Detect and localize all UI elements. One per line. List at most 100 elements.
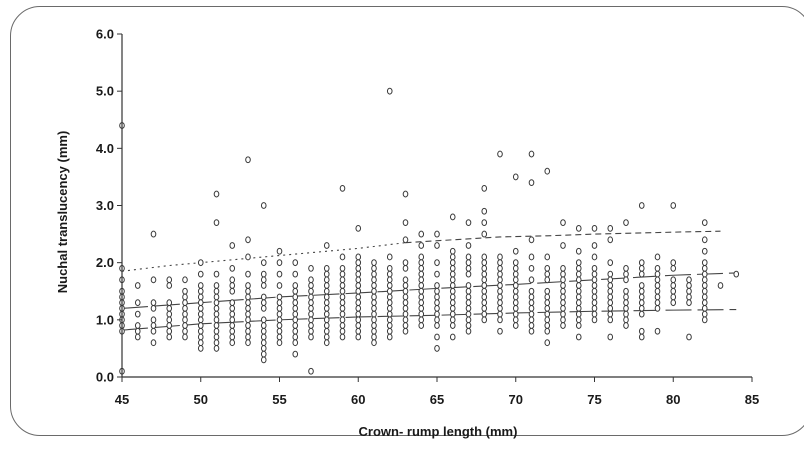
data-point <box>560 264 566 272</box>
data-point <box>497 282 503 289</box>
data-point <box>292 350 299 358</box>
data-point <box>591 224 598 232</box>
data-point <box>686 282 692 289</box>
data-point <box>339 333 346 341</box>
data-point <box>402 322 409 329</box>
data-point <box>260 350 267 358</box>
data-point <box>701 287 708 295</box>
data-point <box>434 345 440 352</box>
data-point <box>607 333 614 341</box>
data-point <box>481 305 488 312</box>
data-point <box>308 305 314 312</box>
data-point <box>465 293 472 301</box>
data-point <box>733 270 740 278</box>
data-point <box>229 333 236 341</box>
data-point <box>308 299 314 307</box>
data-point <box>355 310 362 318</box>
data-point <box>701 270 708 278</box>
data-point <box>670 276 677 284</box>
data-point <box>591 264 598 272</box>
data-point <box>166 333 173 341</box>
data-point <box>481 259 488 267</box>
data-point <box>701 247 708 255</box>
data-point <box>245 322 251 329</box>
data-point <box>575 276 582 284</box>
data-point <box>481 219 488 227</box>
data-point <box>575 287 582 295</box>
data-point <box>292 282 299 289</box>
data-point <box>497 305 503 312</box>
data-point <box>386 276 393 284</box>
data-point <box>292 327 299 335</box>
data-point <box>150 276 157 284</box>
x-axis-title: Crown- rump length (mm) <box>359 424 518 439</box>
data-point <box>323 322 330 329</box>
data-point <box>654 264 661 272</box>
data-point <box>465 316 472 324</box>
data-point <box>260 327 267 335</box>
data-point <box>292 310 299 318</box>
data-point <box>512 264 519 272</box>
data-point <box>245 282 251 289</box>
data-point <box>371 293 377 301</box>
data-point <box>339 276 346 284</box>
data-point <box>308 264 314 272</box>
data-point <box>197 287 204 295</box>
data-point <box>339 264 346 272</box>
data-point <box>197 316 204 324</box>
data-point <box>386 293 393 301</box>
data-point <box>560 276 566 284</box>
data-point <box>229 310 236 318</box>
data-point <box>150 299 157 307</box>
data-point <box>182 327 188 335</box>
data-point <box>638 202 645 209</box>
data-point <box>213 339 220 347</box>
data-point <box>402 299 409 307</box>
data-point <box>434 322 440 329</box>
data-point <box>245 305 251 312</box>
data-point <box>528 305 535 312</box>
data-point <box>197 282 204 289</box>
data-point <box>654 270 661 278</box>
data-point <box>512 270 519 278</box>
data-point <box>701 276 708 284</box>
data-point <box>182 316 188 324</box>
y-tick-label: 0.0 <box>96 370 114 385</box>
data-point <box>150 316 157 324</box>
data-point <box>418 316 425 324</box>
data-point <box>654 253 661 261</box>
data-point <box>355 282 362 289</box>
data-point <box>528 327 535 335</box>
data-point <box>701 316 708 324</box>
data-point <box>260 276 267 284</box>
data-point <box>276 316 283 324</box>
data-point <box>449 322 456 329</box>
data-point <box>465 299 472 307</box>
data-point <box>308 293 314 301</box>
data-point <box>497 316 503 324</box>
data-point <box>355 299 362 307</box>
data-point <box>371 264 377 272</box>
data-point <box>260 202 267 209</box>
data-point <box>386 253 393 261</box>
data-point <box>528 287 535 295</box>
data-point <box>560 282 566 289</box>
data-point <box>497 299 503 307</box>
data-point <box>355 333 362 341</box>
data-point <box>339 322 346 329</box>
data-point <box>497 150 503 158</box>
data-point <box>134 282 141 289</box>
data-point <box>512 310 519 318</box>
data-point <box>386 287 393 295</box>
data-point <box>197 305 204 312</box>
data-point <box>323 276 330 284</box>
data-point <box>292 333 299 341</box>
data-point <box>607 236 614 244</box>
data-point <box>623 270 629 278</box>
data-point <box>213 299 220 307</box>
x-tick-label: 65 <box>430 392 444 407</box>
data-point <box>229 327 236 335</box>
data-point <box>638 310 645 318</box>
data-point <box>607 270 614 278</box>
data-point <box>292 270 299 278</box>
